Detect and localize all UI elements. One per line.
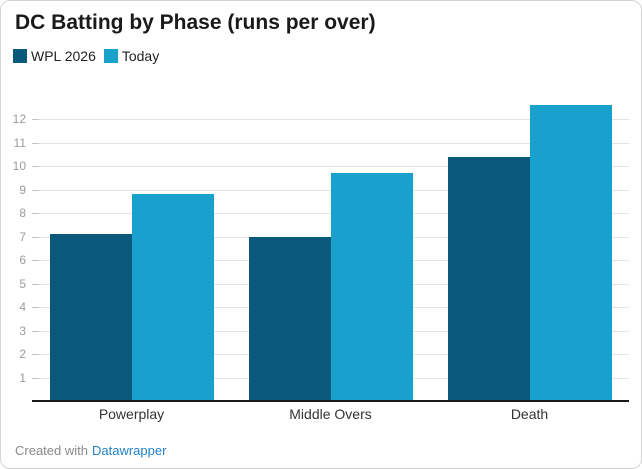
- y-axis-tick: [32, 330, 39, 332]
- y-axis-tick-label: 8: [19, 206, 26, 220]
- y-axis-tick: [32, 260, 39, 261]
- y-axis-tick: [32, 119, 39, 120]
- gridline: [32, 166, 629, 167]
- bar-wpl-2026-death: [447, 156, 530, 401]
- datawrapper-link[interactable]: Datawrapper: [91, 443, 167, 458]
- y-axis-tick: [32, 166, 39, 167]
- bar-today-powerplay: [131, 194, 214, 401]
- bar-today-middle-overs: [330, 173, 413, 401]
- y-axis-tick: [32, 142, 39, 144]
- credit-text: Created with: [15, 443, 88, 458]
- x-axis-baseline: [32, 400, 629, 402]
- y-axis-tick-label: 12: [12, 112, 26, 126]
- y-axis-tick: [32, 377, 39, 379]
- y-axis-tick-label: 1: [19, 370, 26, 385]
- y-axis-tick-label: 5: [19, 276, 26, 291]
- y-axis-tick-label: 4: [19, 300, 26, 314]
- y-axis-tick-label: 11: [13, 135, 26, 150]
- y-axis-tick: [32, 213, 39, 214]
- x-axis-category-label: Death: [510, 406, 549, 422]
- legend-label-wpl-2026: WPL 2026: [31, 48, 96, 64]
- legend-item-today: Today: [103, 48, 161, 64]
- y-axis-tick-label: 3: [19, 323, 26, 338]
- y-axis-tick-label: 7: [19, 229, 26, 244]
- x-axis-category-label: Powerplay: [98, 406, 165, 422]
- x-axis-category-label: Middle Overs: [289, 406, 372, 422]
- gridline: [32, 119, 629, 120]
- legend-swatch-wpl-2026: [13, 49, 27, 63]
- gridline: [32, 142, 629, 144]
- legend-swatch-today: [103, 49, 118, 63]
- y-axis-tick-label: 6: [19, 253, 26, 267]
- chart-title: DC Batting by Phase (runs per over): [15, 11, 376, 34]
- y-axis-tick: [32, 283, 39, 285]
- bar-wpl-2026-middle-overs: [248, 236, 331, 401]
- legend: WPL 2026 Today: [13, 48, 167, 64]
- y-axis-tick: [32, 236, 39, 238]
- legend-item-wpl-2026: WPL 2026: [13, 48, 98, 64]
- y-axis-tick: [32, 354, 39, 355]
- bar-wpl-2026-powerplay: [49, 234, 132, 401]
- y-axis-tick-label: 9: [19, 182, 26, 197]
- y-axis-tick-label: 10: [12, 159, 26, 173]
- footer-credit: Created with Datawrapper: [15, 443, 166, 458]
- bar-today-death: [529, 104, 612, 401]
- y-axis-tick: [32, 189, 39, 191]
- y-axis-tick: [32, 307, 39, 308]
- legend-label-today: Today: [121, 48, 160, 64]
- y-axis-tick-label: 2: [19, 347, 26, 361]
